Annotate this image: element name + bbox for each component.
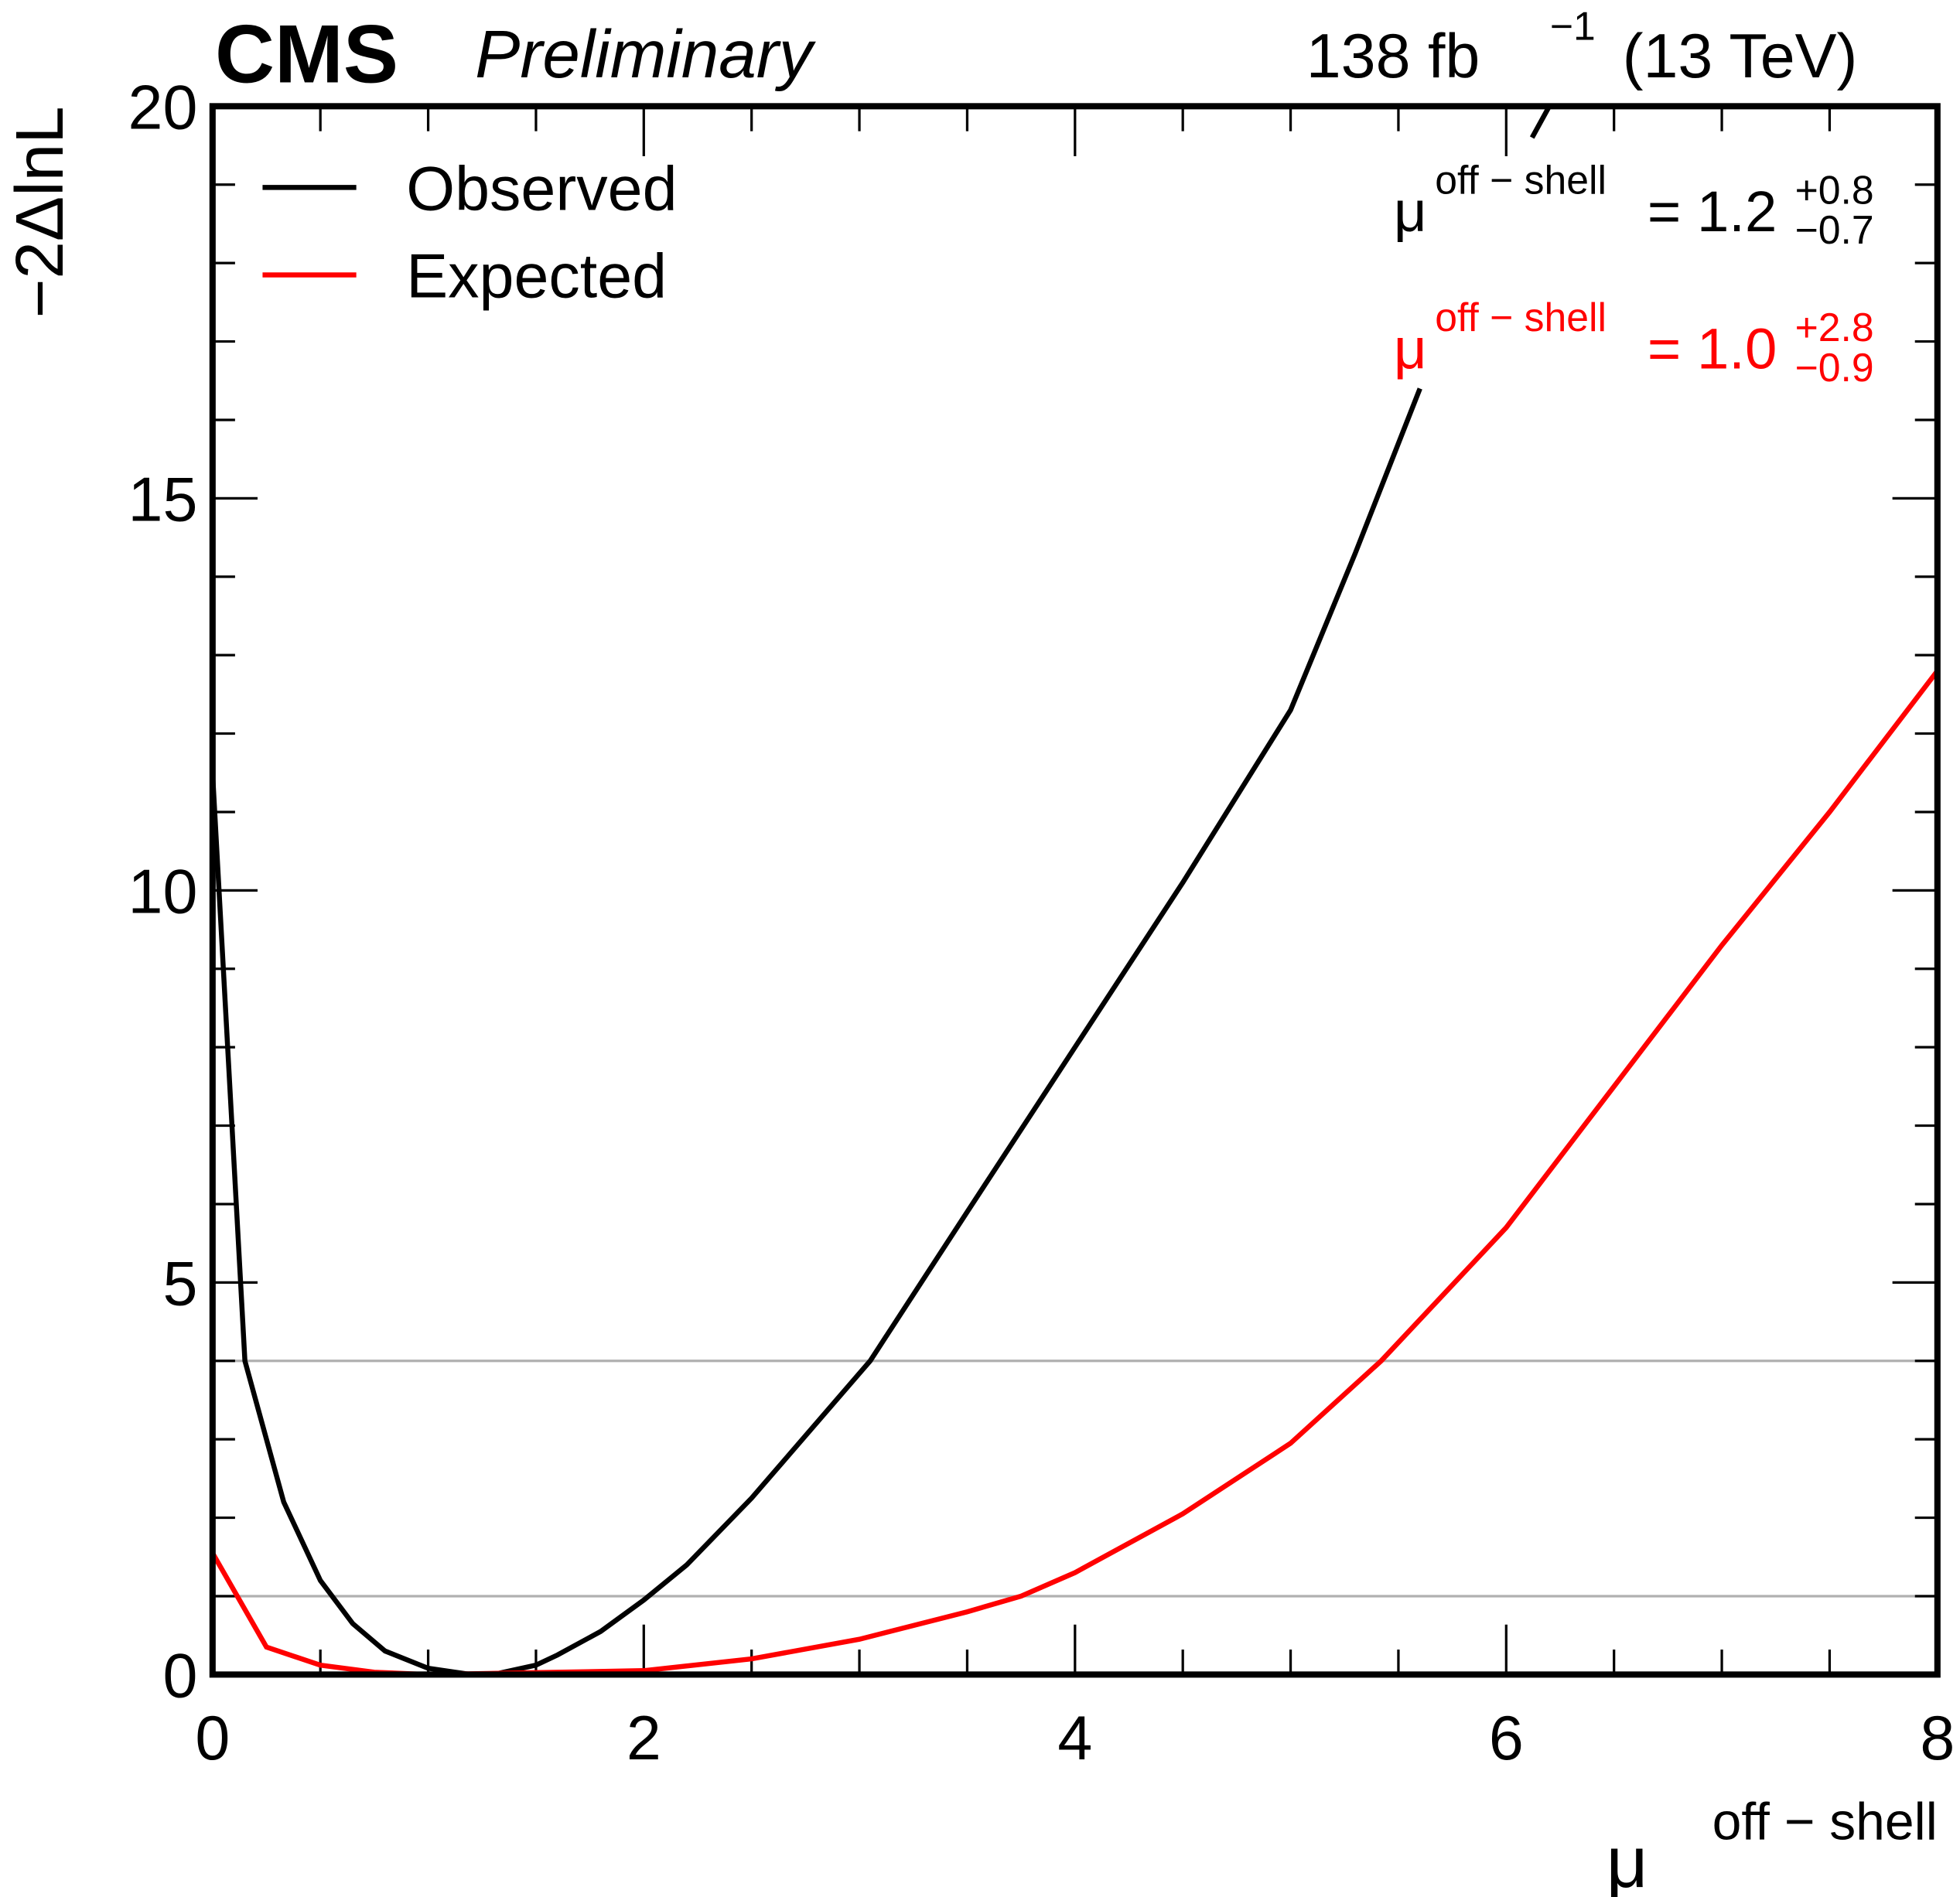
y-label: −2ΔlnL: [2, 106, 77, 318]
annotation-eq: = 1.2: [1648, 179, 1777, 244]
legend-label: Observed: [406, 154, 677, 223]
y-tick-label: 20: [128, 73, 198, 142]
annotation-sup: off − shell: [1435, 295, 1607, 339]
plot-frame: [209, 103, 1941, 1678]
annotation-down: −0.9: [1795, 345, 1874, 390]
annotation-sup: off − shell: [1435, 157, 1607, 202]
energy: (13 TeV): [1623, 22, 1858, 91]
lumi: 138 fb: [1306, 22, 1480, 91]
status: Preliminary: [475, 17, 817, 92]
y-tick-label: 15: [128, 465, 198, 534]
x-tick-label: 4: [1057, 1704, 1092, 1773]
annotation-eq: = 1.0: [1648, 317, 1777, 381]
experiment: CMS: [215, 8, 398, 101]
data-line: [212, 669, 1938, 1675]
lumi-sup: −1: [1550, 4, 1596, 49]
x-label-sup: off − shell: [1712, 1793, 1938, 1851]
x-tick-label: 8: [1920, 1704, 1955, 1773]
annotation-mu: μ: [1394, 317, 1427, 381]
x-label: μ: [1607, 1821, 1648, 1897]
annotation-mu: μ: [1394, 179, 1427, 244]
y-tick-label: 0: [162, 1641, 197, 1711]
x-tick-label: 2: [627, 1704, 661, 1773]
y-tick-label: 10: [128, 857, 198, 926]
x-tick-label: 0: [195, 1704, 230, 1773]
annotation-down: −0.7: [1795, 207, 1874, 252]
legend-label: Expected: [406, 242, 667, 312]
annotation-up: +0.8: [1795, 167, 1874, 212]
x-tick-label: 6: [1489, 1704, 1524, 1773]
annotation-up: +2.8: [1795, 305, 1874, 350]
data-line: [212, 106, 1552, 1675]
y-tick-label: 5: [162, 1249, 197, 1319]
